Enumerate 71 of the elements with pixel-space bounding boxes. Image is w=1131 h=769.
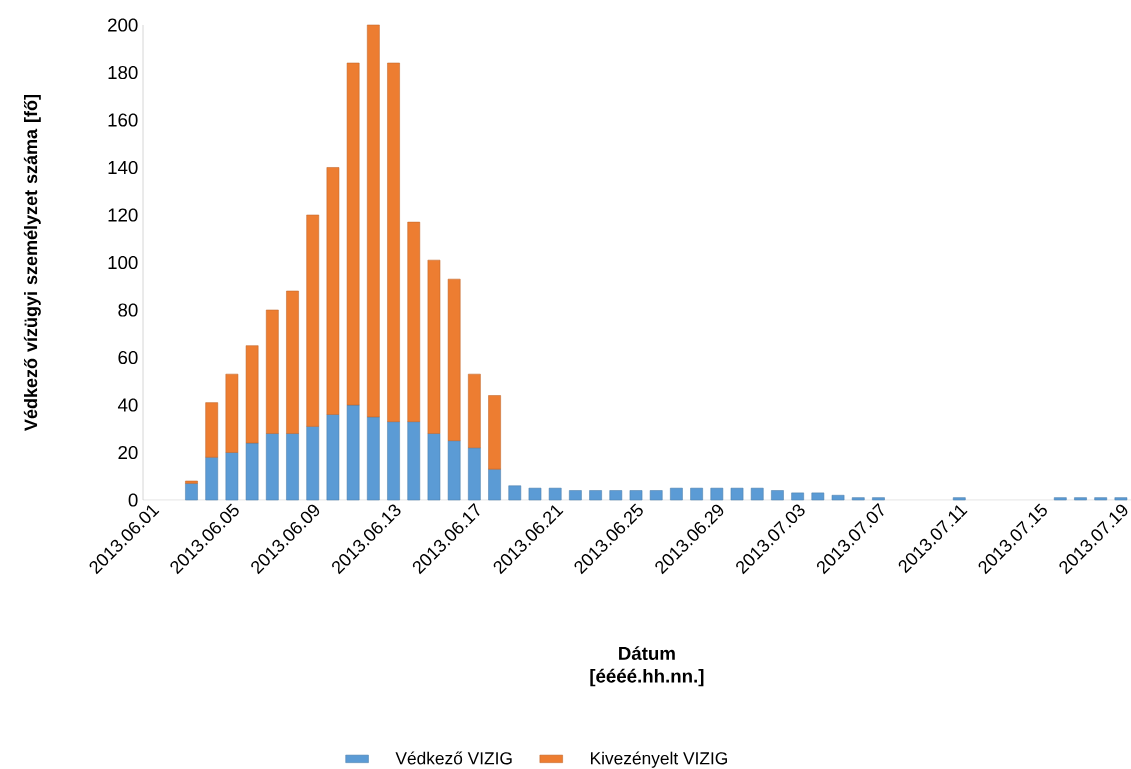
bar <box>468 373 481 449</box>
bar <box>629 490 643 501</box>
bar <box>407 221 421 422</box>
bar <box>387 62 400 422</box>
bar <box>427 433 441 501</box>
bar <box>265 433 279 501</box>
bar <box>508 485 522 501</box>
legend-label: Kivezényelt VIZIG <box>590 751 727 768</box>
bar <box>569 490 582 501</box>
bar <box>750 487 764 501</box>
bar <box>851 497 865 501</box>
bar <box>427 259 441 434</box>
bar <box>710 487 724 501</box>
bar <box>286 290 299 434</box>
y-tick-label: 0 <box>128 493 138 507</box>
x-axis-title: Dátum [éééé.hh.nn.] <box>590 646 704 687</box>
y-tick-label: 100 <box>108 255 138 270</box>
bar <box>225 452 239 501</box>
bar <box>387 421 400 501</box>
bar <box>306 426 320 501</box>
bar <box>286 433 299 501</box>
y-tick-label: 180 <box>108 65 138 80</box>
bar <box>306 214 320 427</box>
bar <box>670 487 683 501</box>
bar <box>185 483 198 501</box>
y-tick-label: 120 <box>108 208 138 222</box>
bar <box>528 487 542 501</box>
bar <box>185 480 198 484</box>
y-tick-label: 80 <box>118 303 138 317</box>
bar <box>730 487 744 501</box>
bar <box>548 487 562 501</box>
bar <box>245 442 259 501</box>
bar <box>1074 497 1087 501</box>
y-tick-label: 140 <box>108 160 138 175</box>
bar <box>447 278 461 441</box>
bar <box>205 456 219 501</box>
bar <box>346 62 360 406</box>
bar <box>791 492 804 501</box>
bar <box>488 468 501 501</box>
bar <box>609 490 623 501</box>
bar <box>367 24 380 418</box>
bar <box>1114 497 1128 501</box>
bar <box>326 167 340 415</box>
bar <box>225 373 239 453</box>
y-axis-title: Védkező vízügyi személyzet száma [fő] <box>23 94 41 431</box>
bar <box>407 421 421 501</box>
y-tick-label: 40 <box>117 398 138 412</box>
bar <box>690 487 703 501</box>
bar <box>205 402 219 458</box>
bar <box>245 345 259 444</box>
bar <box>872 497 885 501</box>
bar <box>488 395 501 470</box>
y-tick-label: 20 <box>118 445 138 460</box>
bar <box>649 490 663 501</box>
legend-label: Védkező VIZIG <box>395 751 512 765</box>
bar <box>346 404 360 501</box>
bar <box>367 416 380 501</box>
bar <box>589 490 602 501</box>
y-tick-label: 200 <box>108 18 138 32</box>
y-tick-label: 160 <box>108 113 138 127</box>
bar <box>468 447 481 501</box>
bar <box>952 497 966 501</box>
bar <box>265 309 279 434</box>
bar <box>447 440 461 501</box>
bar <box>811 492 825 501</box>
bar <box>771 490 784 501</box>
bar <box>1053 497 1067 501</box>
bar <box>1094 497 1108 501</box>
bar <box>831 494 845 501</box>
bar <box>326 414 340 501</box>
y-tick-label: 60 <box>118 350 138 365</box>
